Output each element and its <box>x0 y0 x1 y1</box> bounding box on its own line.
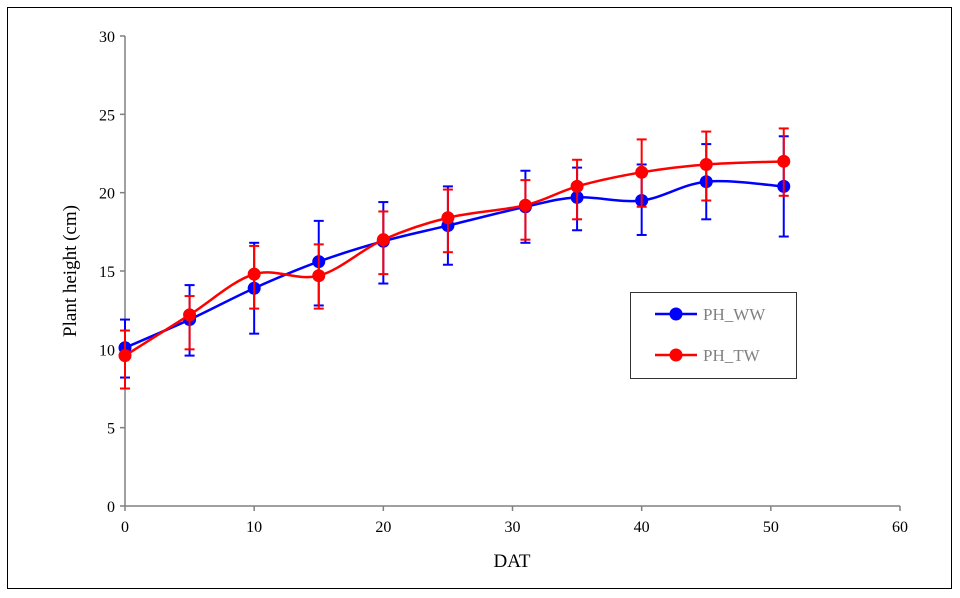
y-tick-label: 5 <box>107 421 115 438</box>
legend-marker-tw <box>669 348 683 362</box>
chart-frame <box>7 7 952 589</box>
y-tick-label: 30 <box>99 29 115 46</box>
x-tick-label: 20 <box>375 519 391 536</box>
series-ph-tw <box>118 127 791 390</box>
data-point <box>777 154 791 168</box>
y-tick-label: 20 <box>99 186 115 203</box>
data-point <box>118 349 132 363</box>
x-tick-label: 40 <box>634 519 650 536</box>
y-tick-label: 15 <box>99 264 115 281</box>
legend-box <box>630 292 797 379</box>
y-tick-label: 25 <box>99 107 115 124</box>
data-point <box>699 157 713 171</box>
x-axis-label: DAT <box>494 551 531 572</box>
x-tick-label: 10 <box>246 519 262 536</box>
x-tick-label: 50 <box>763 519 779 536</box>
data-point <box>441 211 455 225</box>
data-point <box>518 198 532 212</box>
legend: PH_WW PH_TW <box>630 292 797 379</box>
legend-label-tw: PH_TW <box>703 346 761 365</box>
x-tick-label: 60 <box>892 519 908 536</box>
x-tick-label: 0 <box>121 519 129 536</box>
data-point <box>183 308 197 322</box>
legend-label-ww: PH_WW <box>703 305 766 324</box>
data-point <box>376 233 390 247</box>
y-tick-label: 10 <box>99 342 115 359</box>
legend-marker-ww <box>669 307 683 321</box>
x-tick-label: 30 <box>505 519 521 536</box>
data-point <box>312 269 326 283</box>
data-point <box>570 179 584 193</box>
y-axis-label: Plant height (cm) <box>60 205 81 337</box>
data-point <box>635 165 649 179</box>
y-tick-label: 0 <box>107 499 115 516</box>
data-point <box>247 267 261 281</box>
